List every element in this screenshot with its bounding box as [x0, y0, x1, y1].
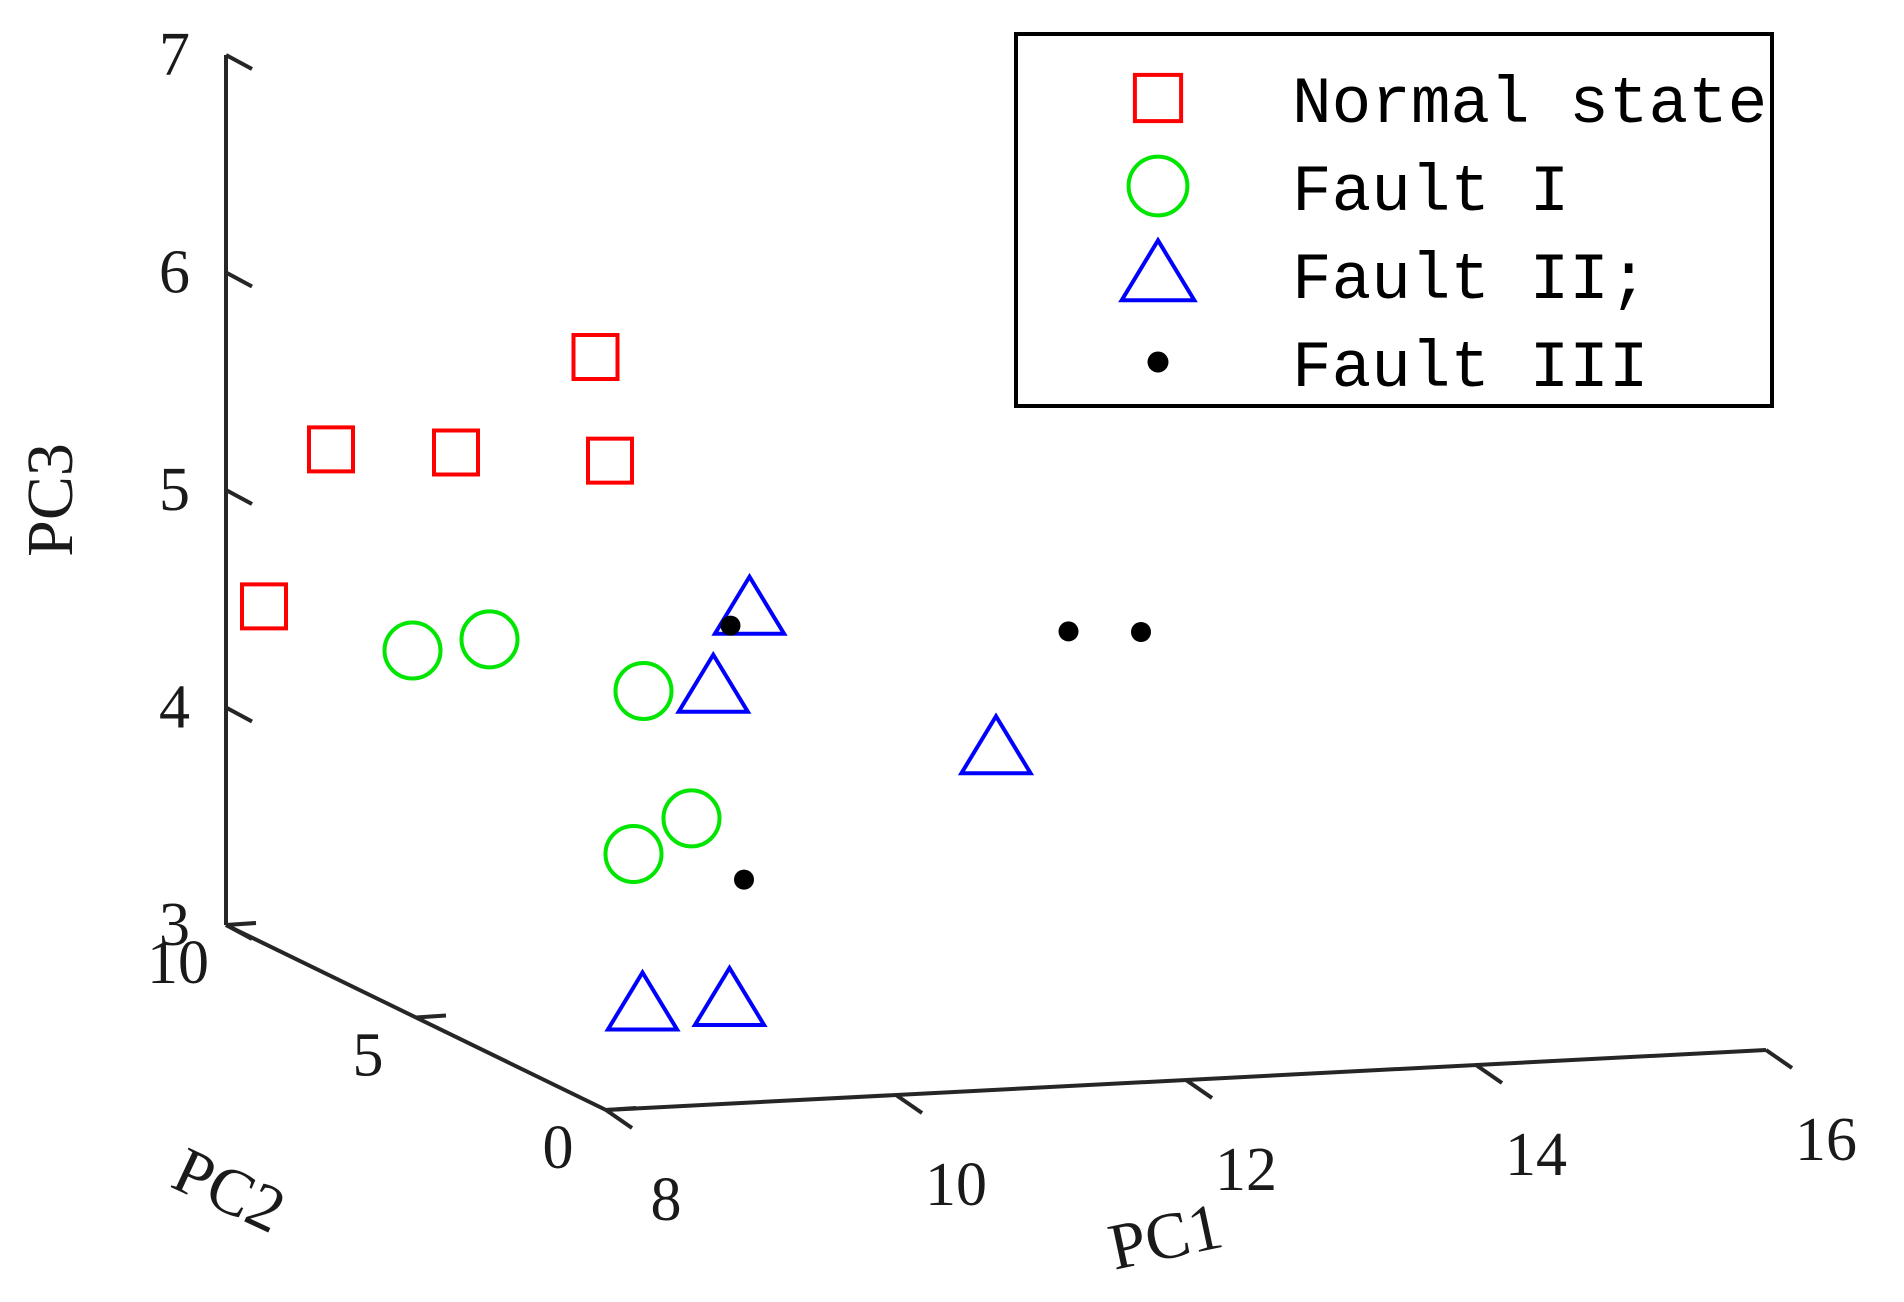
z-tick	[225, 488, 253, 506]
data-point-square	[432, 428, 480, 477]
x-tick	[604, 1108, 634, 1130]
x-tick-label: 16	[1795, 1106, 1857, 1174]
x-tick-label: 14	[1505, 1121, 1567, 1189]
legend-marker-square	[1132, 72, 1184, 124]
data-point-square	[571, 333, 620, 381]
legend-label: Fault I	[1292, 155, 1569, 230]
data-point-triangle	[711, 572, 788, 636]
legend-marker-dot	[1147, 351, 1169, 373]
legend-label: Fault II;	[1292, 243, 1648, 318]
z-tick-label: 3	[159, 891, 190, 959]
x-tick	[1184, 1078, 1214, 1100]
data-point-dot	[1058, 621, 1079, 642]
z-tick-label: 6	[159, 239, 190, 307]
legend-label: Fault III	[1292, 331, 1648, 406]
data-point-dot	[720, 615, 741, 636]
data-point-triangle	[957, 712, 1035, 776]
legend-box	[1014, 32, 1774, 408]
axis-title-z: PC3	[14, 443, 87, 557]
data-point-square	[586, 436, 634, 485]
data-point-dot	[734, 869, 754, 890]
x-tick	[1474, 1063, 1504, 1085]
axis-ticks	[225, 53, 1794, 1130]
z-tick-label: 5	[159, 456, 190, 524]
data-point-triangle	[691, 964, 768, 1027]
legend-marker-circle	[1126, 154, 1190, 218]
axis-title-x: PC1	[1102, 1189, 1228, 1284]
x-tick	[1764, 1048, 1794, 1070]
z-tick	[225, 53, 253, 71]
legend-marker-triangle	[1118, 236, 1198, 303]
z-tick-label: 4	[159, 674, 190, 742]
y-tick-label: 5	[353, 1022, 384, 1090]
x-tick-label: 8	[651, 1166, 682, 1234]
data-point-square	[240, 582, 288, 631]
data-point-circle	[382, 620, 443, 681]
x-tick	[894, 1093, 924, 1115]
x-tick-label: 12	[1215, 1136, 1277, 1204]
z-tick	[225, 705, 253, 724]
legend-label: Normal state	[1292, 67, 1767, 142]
y-tick	[605, 1106, 637, 1112]
z-tick	[225, 270, 253, 289]
y-tick-label: 10	[147, 929, 209, 997]
data-point-dot	[1131, 622, 1151, 642]
data-point-triangle	[604, 968, 681, 1032]
x-tick-label: 10	[925, 1151, 987, 1219]
data-point-circle	[613, 661, 674, 721]
data-point-circle	[459, 609, 520, 670]
data-point-triangle	[675, 650, 752, 714]
z-tick-label: 7	[159, 21, 190, 89]
data-point-square	[307, 425, 355, 474]
y-tick	[225, 921, 257, 927]
data-point-circle	[603, 824, 664, 884]
data-point-circle	[661, 788, 722, 849]
axis-title-y: PC2	[162, 1133, 296, 1247]
z-tick	[225, 923, 253, 941]
y-tick-label: 0	[543, 1114, 574, 1182]
y-tick	[415, 1013, 447, 1020]
legend: Normal state Fault I Fault II; Fault III	[1014, 32, 1774, 408]
data-points	[240, 333, 1151, 1032]
